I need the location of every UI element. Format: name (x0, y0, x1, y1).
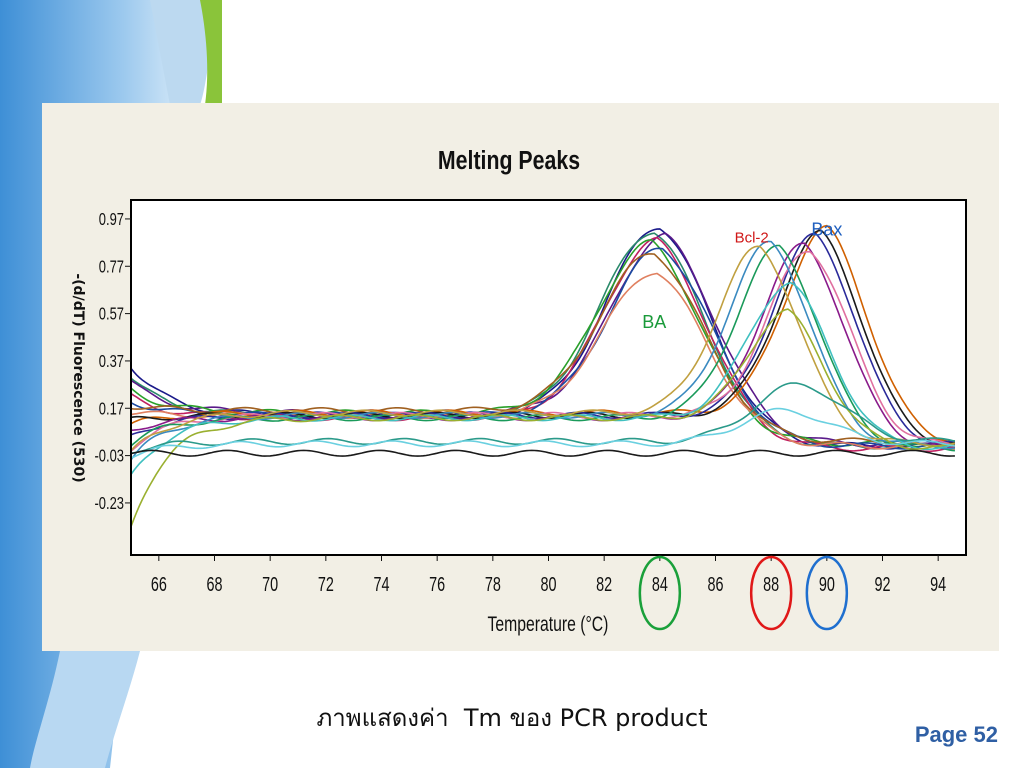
annotation-ba: BA (642, 312, 666, 332)
page-number: Page 52 (914, 722, 998, 747)
highlight-circle-88 (749, 555, 793, 631)
melting-peaks-chart: Melting Peaks -(d/dT) Fluorescence (530)… (70, 146, 967, 636)
y-tick-label-1: 0.97 (99, 210, 124, 230)
series-line-7 (130, 253, 956, 445)
chart-title: Melting Peaks (438, 146, 580, 176)
x-tick-label-5: 74 (373, 573, 389, 596)
series-line-21 (130, 449, 955, 457)
highlight-circle-90 (805, 555, 849, 631)
x-tick-label-1: 66 (151, 573, 167, 596)
y-tick-label-3: 0.57 (99, 305, 124, 325)
y-tick-label-5: 0.17 (99, 399, 124, 419)
x-tick-label-12: 88 (763, 573, 779, 596)
x-tick-label-11: 86 (707, 573, 723, 596)
slide-caption: ภาพแสดงค่า Tm ของ PCR product (316, 704, 708, 732)
x-tick-label-9: 82 (596, 573, 612, 596)
series-line-5 (130, 238, 955, 448)
y-tick-label-7: -0.23 (94, 494, 124, 514)
x-tick-label-10: 84 (652, 573, 668, 596)
annotation-bcl-2: Bcl-2 (735, 230, 769, 247)
y-tick-label-2: 0.77 (99, 257, 124, 277)
chart-panel: Melting Peaks -(d/dT) Fluorescence (530)… (42, 103, 999, 651)
x-tick-label-7: 78 (485, 573, 501, 596)
y-tick-label-6: -0.03 (94, 447, 124, 467)
x-tick-label-6: 76 (429, 573, 445, 596)
x-tick-label-15: 94 (930, 573, 946, 596)
x-tick-label-3: 70 (262, 573, 278, 596)
plot-area (131, 200, 966, 555)
x-tick-label-13: 90 (819, 573, 835, 596)
series-line-20 (130, 407, 956, 459)
x-tick-label-2: 68 (206, 573, 222, 596)
x-axis-label: Temperature (°C) (488, 612, 609, 636)
series-line-18 (130, 308, 955, 527)
x-tick-label-8: 80 (540, 573, 556, 596)
series-line-16 (130, 245, 956, 452)
x-tick-label-14: 92 (874, 573, 890, 596)
annotation-bax: Bax (811, 220, 842, 240)
y-tick-label-4: 0.37 (99, 352, 124, 372)
x-tick-label-4: 72 (318, 573, 334, 596)
highlight-circle-84 (638, 555, 682, 631)
y-axis-label: -(d/dT) Fluorescence (530) (70, 273, 86, 482)
